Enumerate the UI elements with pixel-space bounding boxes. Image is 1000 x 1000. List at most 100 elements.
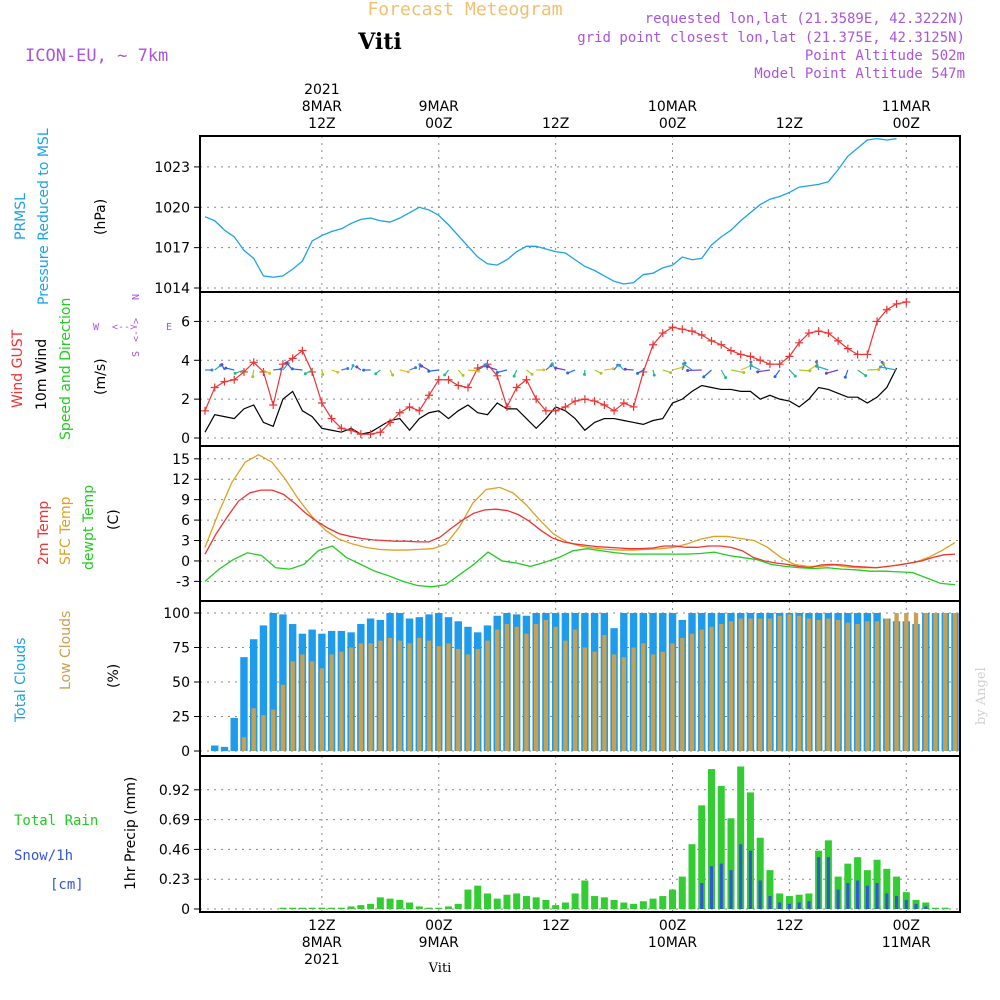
pressure-label-msl: Pressure Reduced to MSL [36, 128, 52, 305]
gust-marker [571, 397, 580, 406]
low-cloud-bar [758, 618, 763, 751]
wind-ytick-label: 2 [181, 392, 190, 408]
wind-arrow [826, 369, 839, 374]
gust-marker [434, 375, 443, 384]
rain-bar [454, 903, 462, 909]
low-cloud-bar [874, 621, 880, 751]
wind-arrow-head [268, 371, 272, 375]
wind-arrow-head [724, 376, 728, 380]
rain-bar [406, 902, 414, 909]
snow-bar [914, 903, 918, 909]
low-cloud-bar [417, 637, 422, 751]
precip-labels: Total Rain Snow/1h [cm] 1hr Precip (mm) [14, 777, 139, 893]
low-cloud-bar [621, 657, 626, 751]
precip-label-rain: Total Rain [14, 813, 98, 829]
wind-label-speed-dir: Speed and Direction [58, 298, 74, 440]
gust-marker [541, 406, 550, 415]
temp-labels: 2m Temp SFC Temp dewpt Temp (C) [36, 485, 122, 570]
wind-frame [199, 291, 961, 447]
precip-ytick-label: 0 [181, 902, 190, 918]
wind-labels: Wind GUST 10m Wind Speed and Direction (… [10, 294, 172, 440]
precip-label-cm: [cm] [50, 877, 84, 893]
low-cloud-bar [699, 629, 704, 751]
top-time-label: 00Z [425, 116, 452, 132]
gust-marker [726, 346, 735, 355]
wind-ytick-label: 0 [181, 431, 190, 447]
wind-arrow-head [530, 372, 534, 376]
top-time-label: 10MAR [648, 99, 697, 115]
gust-marker [405, 402, 414, 411]
snow-bar [904, 899, 908, 909]
low-cloud-bar [650, 654, 656, 751]
snow-bar [719, 863, 723, 909]
rain-bar [328, 907, 336, 909]
wind-arrow-head [485, 365, 489, 369]
temp-panel: -3 0 3 6 9 12 15 [172, 445, 961, 602]
low-cloud-bar [611, 654, 617, 751]
top-time-label: 00Z [659, 116, 686, 132]
snow-bar [787, 903, 791, 909]
gust-marker [512, 383, 521, 392]
rain-bar [639, 901, 647, 909]
snow-bar [797, 902, 801, 909]
wind-arrow-head [346, 366, 350, 370]
wind-arrow-head [550, 362, 554, 366]
pressure-unit: (hPa) [93, 199, 109, 235]
low-cloud-bar [563, 640, 568, 751]
clouds-ytick-label: 50 [172, 675, 190, 691]
rain-bar [396, 899, 404, 909]
pressure-ytick-label: 1020 [154, 200, 190, 216]
rain-bar [678, 876, 686, 909]
gust-marker [668, 323, 677, 332]
gust-marker [463, 383, 472, 392]
wind-arrow-head [686, 368, 690, 372]
gust-marker [610, 406, 619, 415]
precip-ytick-label: 0.46 [159, 842, 190, 858]
low-cloud-bar [310, 661, 315, 751]
wind-arrow [234, 369, 245, 374]
gust-marker [658, 329, 667, 338]
low-cloud-bar [524, 633, 529, 751]
rain-bar [649, 898, 657, 909]
wind-arrow-head [682, 362, 686, 366]
low-cloud-bar [952, 613, 958, 751]
rain-bar [376, 897, 384, 909]
snow-bar [875, 883, 879, 909]
wind-arrow-head [542, 368, 546, 372]
wind-arrow [881, 361, 888, 371]
gust-marker [356, 430, 365, 439]
low-cloud-bar [407, 643, 412, 751]
low-cloud-bar [397, 640, 402, 751]
low-cloud-bar [719, 624, 724, 751]
rain-bar [279, 907, 287, 909]
temp-label-sfc: SFC Temp [58, 496, 74, 565]
low-cloud-bar [300, 654, 305, 751]
low-cloud-bar [387, 637, 393, 751]
wind-arrow [730, 369, 744, 374]
rain-bar [425, 907, 433, 909]
rain-bar [727, 818, 735, 909]
gust-marker [230, 375, 239, 384]
compass-ew-arrow: <--> [112, 322, 136, 333]
rain-bar [688, 844, 696, 909]
gust-marker [298, 346, 307, 355]
wind-arrow-head [406, 370, 410, 374]
gust-marker [590, 397, 599, 406]
wind-arrow-head [461, 373, 465, 377]
wind-arrow-head [279, 367, 283, 371]
wind-arrow-head [702, 375, 706, 379]
wind-arrow-head [484, 362, 488, 366]
gust-marker [717, 340, 726, 349]
wind-arrow-head [414, 366, 418, 370]
rain-bar [464, 889, 472, 909]
gust-marker [678, 325, 687, 334]
gust-marker [902, 298, 911, 306]
wind-arrow-head [623, 367, 627, 371]
gust-marker [239, 367, 248, 376]
rain-bar [522, 896, 530, 909]
low-cloud-bar [553, 626, 558, 751]
low-cloud-bar [894, 613, 899, 751]
cloud-unit: (%) [106, 664, 122, 688]
clouds-ytick-label: 75 [172, 641, 190, 657]
